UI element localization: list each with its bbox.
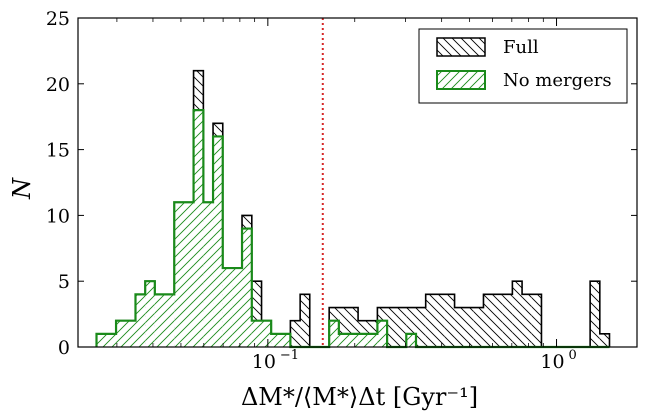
histogram-bar: [377, 321, 387, 347]
histogram-bar: [155, 294, 174, 347]
legend-swatch: [437, 38, 485, 56]
histogram-bar: [416, 308, 426, 347]
histogram-bar: [135, 294, 145, 347]
histogram-bar: [271, 334, 290, 347]
y-tick-label: 20: [46, 74, 70, 96]
histogram-bar: [455, 308, 474, 347]
histogram-bar: [600, 334, 610, 347]
histogram-bar: [262, 321, 272, 347]
histogram-bar: [512, 281, 522, 347]
x-axis-title: ΔM*/⟨M*⟩Δt [Gyr⁻¹]: [241, 383, 478, 411]
y-tick-label: 10: [46, 205, 70, 227]
y-tick-label: 5: [58, 271, 70, 293]
histogram-bar: [97, 334, 117, 347]
histogram-bar: [223, 268, 233, 347]
histogram-bar: [590, 281, 600, 347]
histogram-bar: [426, 294, 445, 347]
histogram-bar: [252, 321, 262, 347]
y-tick-label: 15: [46, 140, 70, 162]
histogram-bar: [329, 321, 339, 347]
histogram-bar: [532, 294, 542, 347]
histogram-bar: [483, 294, 502, 347]
legend: Full No mergers: [419, 29, 627, 103]
histogram-bar: [339, 334, 358, 347]
y-tick-label: 0: [58, 337, 70, 359]
x-tick-label: 10: [252, 351, 276, 373]
histogram-bar: [387, 308, 406, 347]
histogram-bar: [368, 334, 378, 347]
y-tick-label: 25: [46, 8, 70, 30]
x-tick-label: 10: [540, 351, 564, 373]
histogram-bar: [213, 136, 223, 347]
histogram-bar: [290, 321, 300, 347]
x-tick-exponent: −1: [280, 348, 299, 363]
histogram-bar: [300, 294, 310, 347]
x-tick-exponent: 0: [569, 348, 577, 363]
legend-label: Full: [503, 37, 539, 58]
histogram-bar: [474, 308, 484, 347]
histogram-bar: [242, 229, 252, 347]
y-axis-title: N: [8, 177, 36, 200]
histogram-bar: [358, 334, 368, 347]
histogram-bar: [203, 202, 213, 347]
histogram-bar: [445, 294, 455, 347]
histogram-bar: [194, 110, 204, 347]
histogram-bar: [232, 268, 242, 347]
histogram-bar: [522, 294, 532, 347]
histogram-bar: [145, 281, 155, 347]
legend-label: No mergers: [503, 70, 612, 91]
histogram-bar: [116, 321, 135, 347]
histogram-bar: [406, 334, 416, 347]
histogram-bar: [503, 294, 513, 347]
legend-swatch: [437, 71, 485, 89]
histogram-bar: [174, 202, 193, 347]
